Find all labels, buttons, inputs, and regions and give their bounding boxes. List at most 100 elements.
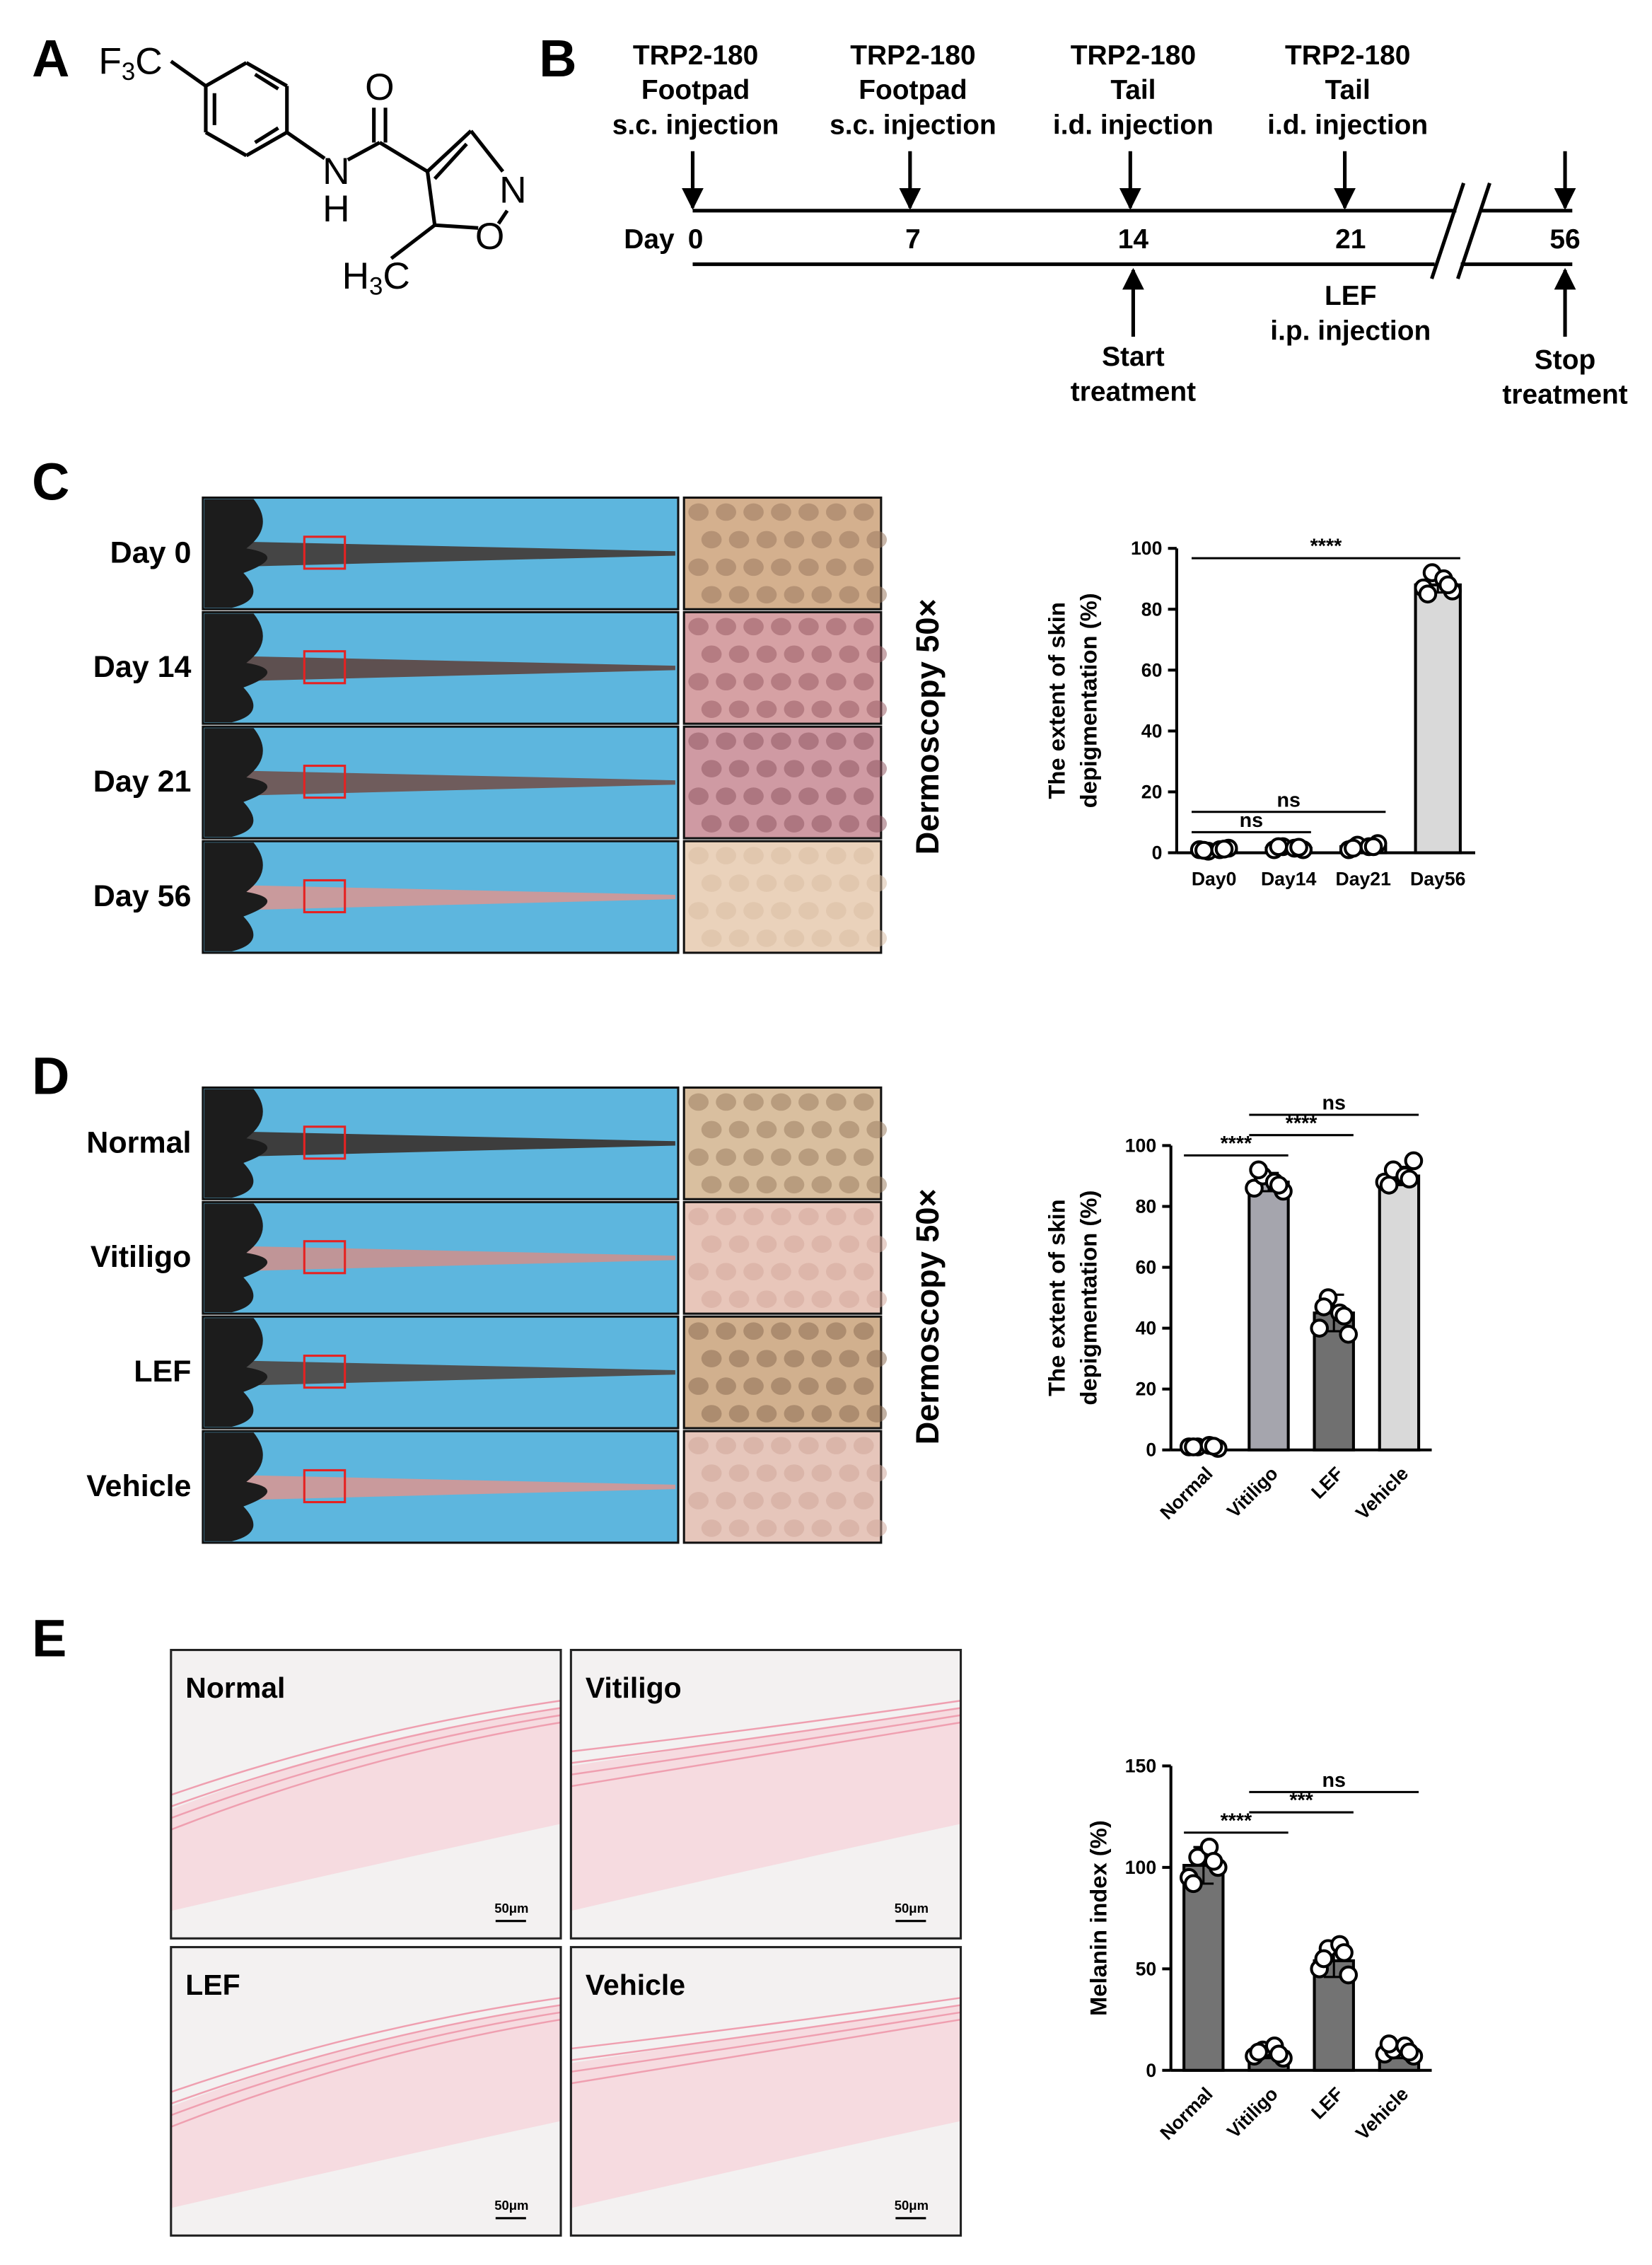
formula-part: 3 (369, 272, 383, 300)
data-point (1363, 837, 1383, 857)
scale-pattern (784, 1235, 805, 1253)
scale-pattern (866, 1235, 888, 1253)
scale-pattern (784, 586, 805, 604)
scale-pattern (688, 503, 709, 521)
roi-box (303, 879, 347, 914)
data-point (1289, 838, 1308, 857)
x-tick-label: Vitiligo (1223, 2083, 1282, 2143)
scale-pattern (728, 874, 750, 892)
scale-pattern (839, 586, 860, 604)
roi-box (303, 765, 347, 799)
tissue-fiber (571, 2018, 961, 2085)
bond (286, 130, 326, 161)
scale-pattern (756, 1120, 777, 1139)
scale-pattern (798, 1148, 819, 1166)
scale-pattern (743, 673, 764, 691)
scale-pattern (839, 645, 860, 664)
y-tick-label: 0 (1152, 842, 1163, 864)
scale-pattern (701, 1519, 722, 1537)
bar (1182, 1863, 1225, 2072)
event-label: i.d. injection (1053, 110, 1214, 140)
tail (217, 770, 675, 796)
scale-pattern (756, 1405, 777, 1423)
scale-pattern (716, 1093, 736, 1111)
scale-pattern (798, 732, 819, 751)
scale-pattern (728, 531, 750, 549)
roi-box (303, 535, 347, 570)
scale-pattern (701, 586, 722, 604)
stop-label: treatment (1502, 379, 1627, 410)
significance-label: ns (1322, 1092, 1345, 1115)
y-tick-label: 0 (1146, 1439, 1156, 1461)
bond (254, 72, 279, 91)
panel-label: E (32, 1609, 66, 1668)
y-tick-label: 100 (1125, 1135, 1156, 1156)
scale-pattern (866, 1519, 888, 1537)
scale-pattern (701, 1176, 722, 1194)
start-label: treatment (1071, 376, 1196, 407)
scale-pattern (798, 847, 819, 864)
scale-pattern (688, 787, 709, 805)
scale-pattern (853, 1377, 874, 1395)
scale-pattern (771, 673, 791, 691)
y-tick-label: 40 (1136, 1318, 1157, 1339)
scale-pattern (701, 760, 722, 777)
tissue-fiber (571, 1714, 961, 1775)
scale-pattern (771, 503, 791, 521)
image-label: Normal (185, 1672, 285, 1704)
scale-pattern (798, 1322, 819, 1340)
tissue-fiber (571, 2004, 961, 2061)
y-tick-label: 80 (1141, 598, 1163, 620)
scale-pattern (743, 1207, 764, 1226)
data-point (1438, 575, 1458, 595)
scale-pattern (853, 558, 874, 577)
scale-pattern (688, 673, 709, 691)
scale-pattern (756, 760, 777, 777)
significance-label: ns (1322, 1769, 1345, 1792)
bond (245, 130, 288, 158)
scale-pattern (826, 558, 847, 577)
dermoscopy-label: Dermoscopy 50× (909, 598, 946, 855)
fur (204, 728, 268, 837)
scale-pattern (811, 760, 832, 777)
tissue (571, 1700, 961, 1911)
scale-pattern (728, 1464, 750, 1482)
scale-pattern (826, 1437, 847, 1454)
formula-part: C (383, 255, 409, 296)
scale-pattern (688, 1148, 709, 1166)
scale-pattern (798, 618, 819, 636)
scale-pattern (701, 929, 722, 947)
tail (217, 1245, 675, 1272)
scale-pattern (743, 787, 764, 805)
y-axis-label: Melanin index (%) (1086, 1820, 1112, 2016)
x-tick-label: Vehicle (1351, 2083, 1412, 2144)
image-label: Vitiligo (586, 1672, 682, 1704)
scale-pattern (866, 1176, 888, 1194)
bond (170, 59, 207, 88)
break-mark (1455, 183, 1491, 279)
scale-pattern (853, 1263, 874, 1281)
y-tick-label: 20 (1136, 1379, 1157, 1400)
scale-pattern (811, 1120, 832, 1139)
scale-pattern (688, 1322, 709, 1340)
scale-pattern (701, 1405, 722, 1423)
data-point (1379, 2034, 1399, 2053)
bar (1378, 1174, 1421, 1452)
tissue (170, 1997, 562, 2208)
scale-pattern (688, 618, 709, 636)
fur (204, 1432, 268, 1541)
scale-pattern (839, 531, 860, 549)
scale-pattern (811, 1290, 832, 1308)
scale-pattern (826, 1492, 847, 1510)
dermoscopy-label: Dermoscopy 50× (909, 1188, 946, 1444)
data-point (1214, 840, 1234, 859)
scale-pattern (839, 1350, 860, 1367)
scale-pattern (701, 1350, 722, 1367)
atom-label: N (322, 151, 349, 192)
x-tick-label: LEF (1307, 2083, 1347, 2124)
formula-part: 3 (122, 58, 135, 86)
formula-part: C (135, 40, 162, 82)
scale-pattern (839, 874, 860, 892)
scale-pattern (811, 929, 832, 947)
histology-frame (569, 1946, 962, 2237)
